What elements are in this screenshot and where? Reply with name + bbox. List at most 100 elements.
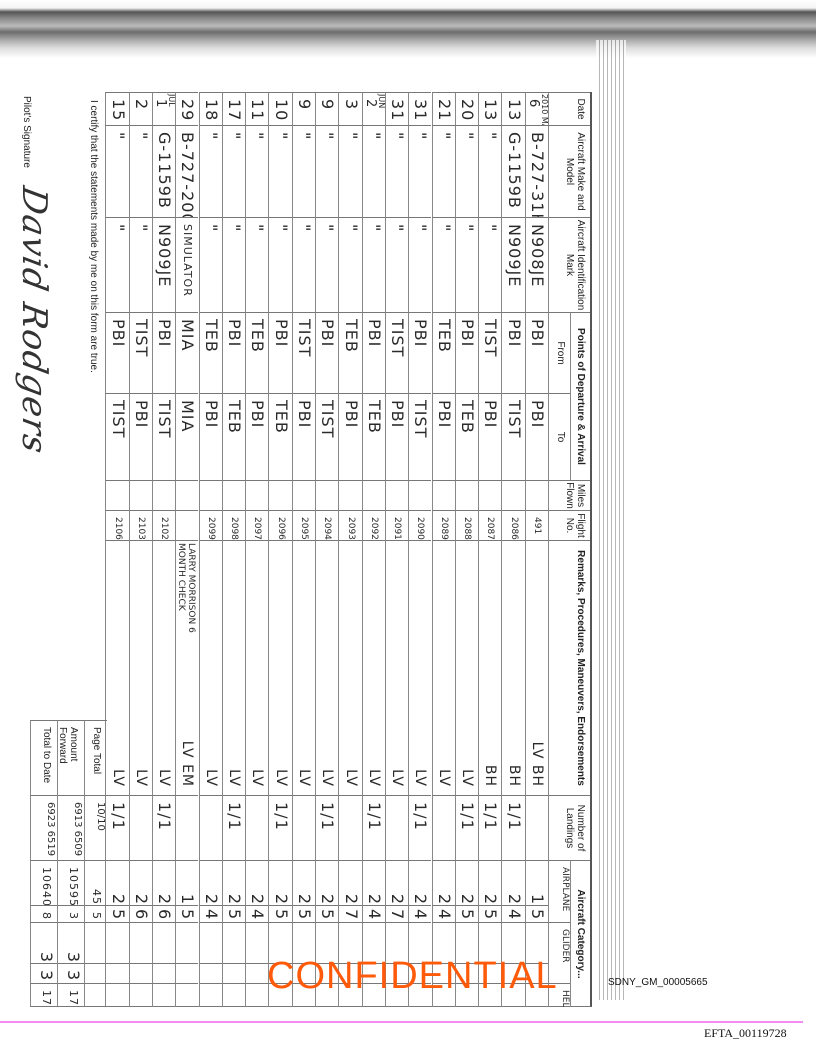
landings-cell — [128, 795, 152, 860]
to-cell: PBI — [128, 393, 152, 480]
helicopter-hours-cell — [151, 983, 176, 1007]
remarks-cell: BH — [478, 540, 502, 795]
airplane-tenths-cell: 6 — [128, 905, 152, 922]
glider-tenths-cell — [221, 963, 246, 983]
from-cell: TIST — [291, 312, 315, 393]
to-cell: PBI — [338, 393, 362, 480]
aircraft-ident-cell: " — [105, 217, 129, 312]
make-model-cell: " — [198, 125, 222, 217]
header-to: To — [548, 393, 570, 480]
airplane-tenths-cell: 5 — [221, 905, 246, 922]
airplane-hours-cell: 2 — [128, 860, 152, 905]
flight-no-cell: 2097 — [245, 510, 269, 540]
helicopter-hours-cell — [221, 983, 246, 1007]
make-model-cell: " — [338, 125, 362, 217]
certification-statement: I certify that the statements made by me… — [88, 100, 99, 373]
header-make-model: Aircraft Make and Model — [548, 125, 590, 217]
date-cell: 13 — [478, 92, 502, 125]
airplane-tenths-cell: 5 — [478, 905, 502, 922]
totals-airplane-tenths: 5 — [84, 905, 107, 922]
glider-tenths-cell — [128, 963, 152, 983]
date-month: JUL — [167, 94, 176, 107]
aircraft-ident-cell: " — [408, 217, 432, 312]
totals-glider-tenths: 3 — [57, 963, 84, 983]
to-cell: PBI — [478, 393, 502, 480]
from-cell: PBI — [268, 312, 292, 393]
landings-cell — [245, 795, 269, 860]
to-cell: TIST — [408, 393, 432, 480]
crew-initials: LV — [296, 769, 312, 787]
header-points: Points of Departure & Arrival — [570, 312, 590, 480]
airplane-tenths-cell: 5 — [175, 905, 199, 922]
date-day: 15 — [108, 99, 128, 122]
landings-cell — [384, 795, 409, 860]
aircraft-ident-cell: " — [221, 217, 246, 312]
from-cell: MIA — [175, 312, 199, 393]
miles-cell — [524, 480, 548, 510]
totals-airplane-hours: 45 — [84, 860, 107, 905]
flight-no-cell: 2106 — [105, 510, 129, 540]
date-cell: 11 — [245, 92, 269, 125]
flight-no-cell: 2096 — [268, 510, 292, 540]
date-day: 2 — [131, 99, 151, 111]
remarks-cell: LV — [221, 540, 246, 795]
flight-no-cell: 2088 — [454, 510, 479, 540]
miles-cell — [384, 480, 409, 510]
date-cell: 18 — [198, 92, 222, 125]
date-cell: 10 — [268, 92, 292, 125]
airplane-hours-cell: 2 — [361, 860, 385, 905]
make-model-cell: " — [431, 125, 455, 217]
airplane-tenths-cell: 4 — [501, 905, 525, 922]
date-day: 18 — [201, 99, 221, 122]
totals-label: Total to Date — [30, 720, 57, 795]
totals-glider-hours: 3 — [57, 922, 84, 963]
totals-label: Amount Forward — [57, 720, 84, 795]
airplane-tenths-cell: 4 — [245, 905, 269, 922]
make-model-cell: " — [128, 125, 152, 217]
remarks-cell: LV — [454, 540, 479, 795]
aircraft-ident-cell: " — [245, 217, 269, 312]
airplane-tenths-cell: 5 — [105, 905, 129, 922]
airplane-hours-cell: 2 — [245, 860, 269, 905]
totals-landings: 6923 6519 — [30, 795, 57, 860]
totals-glider-tenths — [84, 963, 107, 983]
date-month: JUN — [376, 94, 385, 109]
date-day: 1 — [153, 99, 169, 109]
header-aircraft-category: Aircraft Category... — [570, 860, 590, 1007]
aircraft-ident-cell: " — [431, 217, 455, 312]
miles-cell — [408, 480, 432, 510]
from-cell: PBI — [408, 312, 432, 393]
airplane-hours-cell: 2 — [408, 860, 432, 905]
pilot-logbook-form: Date Aircraft Make and Model Aircraft Iden… — [12, 92, 592, 1007]
from-cell: PBI — [315, 312, 339, 393]
airplane-hours-cell: 2 — [454, 860, 479, 905]
date-day: 2 — [362, 99, 378, 109]
helicopter-hours-cell — [198, 983, 222, 1007]
airplane-hours-cell: 1 — [524, 860, 548, 905]
date-cell: 13 — [501, 92, 525, 125]
signature-label: Pilot's Signature — [21, 96, 32, 168]
miles-cell — [221, 480, 246, 510]
date-month-year: JUN — [377, 94, 385, 108]
aircraft-ident-cell: SIMULATOR — [175, 217, 199, 312]
from-cell: TIST — [478, 312, 502, 393]
make-model-cell: G-1159B — [501, 125, 525, 217]
airplane-tenths-cell: 5 — [268, 905, 292, 922]
totals-helicopter — [84, 983, 107, 1007]
make-model-cell: " — [478, 125, 502, 217]
date-cell: 29 — [175, 92, 199, 125]
glider-hours-cell — [105, 922, 129, 963]
crew-initials: LV — [202, 769, 219, 787]
date-day: 3 — [341, 99, 361, 111]
airplane-hours-cell: 2 — [315, 860, 339, 905]
flight-no-cell: 2094 — [315, 510, 339, 540]
from-cell: PBI — [221, 312, 246, 393]
remarks-cell: LV — [245, 540, 269, 795]
airplane-tenths-cell: 7 — [338, 905, 362, 922]
date-cell: 2010 MAY6 — [524, 92, 548, 125]
flight-no-cell: 2099 — [198, 510, 222, 540]
landings-cell — [198, 795, 222, 860]
airplane-hours-cell: 2 — [291, 860, 315, 905]
remarks-cell: LV — [315, 540, 339, 795]
